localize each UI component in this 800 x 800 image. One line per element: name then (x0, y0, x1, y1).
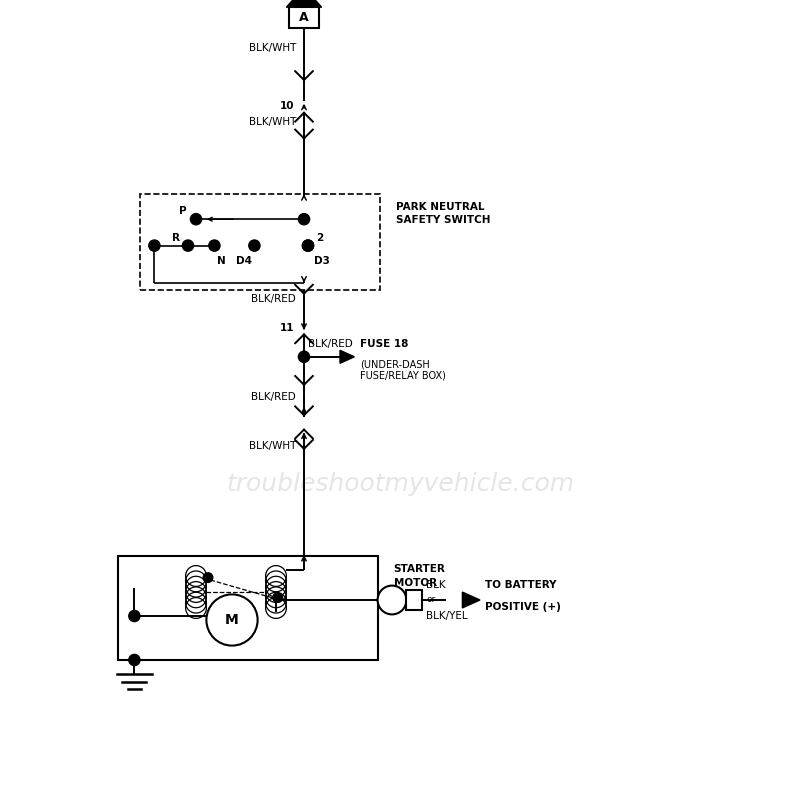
Text: or: or (426, 595, 436, 605)
Text: (UNDER-DASH: (UNDER-DASH (360, 359, 430, 370)
Circle shape (298, 214, 310, 225)
Text: N: N (217, 256, 226, 266)
Text: 10: 10 (280, 101, 294, 110)
Circle shape (209, 240, 220, 251)
Circle shape (129, 610, 140, 622)
Circle shape (129, 654, 140, 666)
Text: 2: 2 (316, 233, 323, 243)
Text: BLK/WHT: BLK/WHT (249, 117, 296, 126)
Text: TO BATTERY: TO BATTERY (485, 581, 556, 590)
Text: D4: D4 (236, 256, 252, 266)
Circle shape (378, 586, 406, 614)
Circle shape (298, 351, 310, 362)
Text: BLK/WHT: BLK/WHT (249, 43, 296, 53)
Bar (118, 556, 378, 660)
Circle shape (206, 594, 258, 646)
Text: 11: 11 (280, 323, 294, 333)
Text: BLK/WHT: BLK/WHT (249, 441, 296, 451)
Text: FUSE/RELAY BOX): FUSE/RELAY BOX) (360, 370, 446, 381)
Text: D3: D3 (314, 256, 330, 266)
Text: troubleshootmyvehicle.com: troubleshootmyvehicle.com (226, 472, 574, 496)
Polygon shape (462, 592, 480, 608)
Text: M: M (225, 613, 239, 627)
Text: BLK/RED: BLK/RED (308, 339, 353, 349)
Circle shape (149, 240, 160, 251)
Text: BLK/RED: BLK/RED (251, 294, 296, 304)
Text: BLK/RED: BLK/RED (251, 392, 296, 402)
Text: PARK NEUTRAL: PARK NEUTRAL (396, 202, 485, 212)
Text: STARTER: STARTER (394, 564, 446, 574)
Text: P: P (178, 206, 186, 216)
Bar (289, 7, 319, 28)
Circle shape (182, 240, 194, 251)
Text: R: R (172, 233, 180, 243)
Polygon shape (340, 350, 354, 363)
Text: MOTOR: MOTOR (394, 578, 437, 587)
Circle shape (249, 240, 260, 251)
Text: POSITIVE (+): POSITIVE (+) (485, 602, 561, 611)
Circle shape (190, 214, 202, 225)
Bar (406, 590, 422, 610)
Text: BLK/YEL: BLK/YEL (426, 611, 468, 621)
Circle shape (302, 240, 314, 251)
Text: FUSE 18: FUSE 18 (360, 339, 408, 349)
Circle shape (273, 593, 282, 602)
Text: BLK: BLK (426, 579, 446, 590)
Text: A: A (299, 11, 309, 24)
Circle shape (302, 240, 314, 251)
Circle shape (203, 573, 213, 582)
Bar (140, 194, 380, 290)
Polygon shape (286, 0, 322, 7)
Text: SAFETY SWITCH: SAFETY SWITCH (396, 215, 490, 226)
